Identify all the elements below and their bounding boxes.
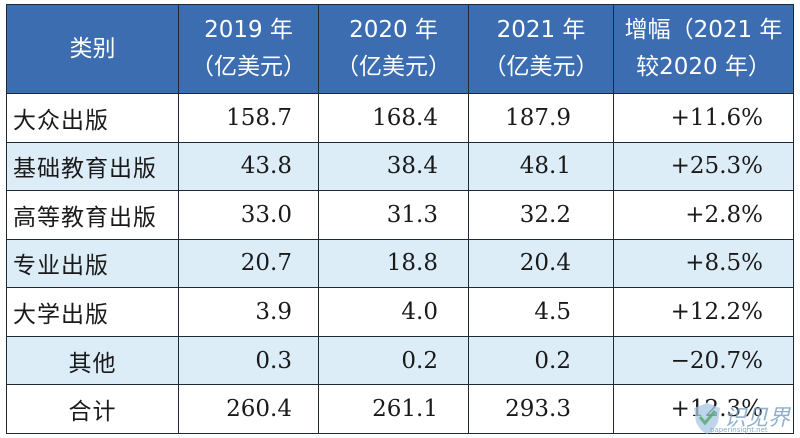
header-2021: 2021 年 （亿美元）: [468, 4, 614, 94]
category-cell: 专业出版: [6, 238, 179, 289]
table-row-total: 合计 260.4 261.1 293.3 +12.3%: [6, 384, 794, 434]
header-2019: 2019 年 （亿美元）: [178, 4, 319, 94]
table-row: 专业出版 20.7 18.8 20.4 +8.5%: [6, 238, 794, 289]
value-2020-cell: 261.1: [318, 384, 469, 434]
header-category: 类别: [6, 4, 179, 94]
header-row: 类别 2019 年 （亿美元） 2020 年 （亿美元） 2021 年 （亿美元…: [6, 4, 794, 94]
growth-cell: +25.3%: [613, 141, 794, 192]
table-row: 大学出版 3.9 4.0 4.5 +12.2%: [6, 287, 794, 337]
table-row: 其他 0.3 0.2 0.2 −20.7%: [6, 335, 794, 386]
watermark-text: 识见界: [724, 406, 791, 431]
category-cell: 其他: [6, 335, 179, 386]
value-2019-cell: 0.3: [178, 335, 319, 386]
value-2021-cell: 293.3: [468, 384, 614, 434]
value-2020-cell: 31.3: [318, 190, 469, 240]
category-cell: 高等教育出版: [6, 190, 179, 240]
watermark-url: paperinsight.net: [710, 426, 768, 434]
category-cell: 大众出版: [6, 93, 179, 143]
value-2019-cell: 20.7: [178, 238, 319, 289]
value-2019-cell: 43.8: [178, 141, 319, 192]
shield-logo-icon: [694, 403, 720, 434]
growth-cell: −20.7%: [613, 335, 794, 386]
value-2021-cell: 0.2: [468, 335, 614, 386]
table-row: 大众出版 158.7 168.4 187.9 +11.6%: [6, 93, 794, 143]
value-2019-cell: 33.0: [178, 190, 319, 240]
publishing-revenue-table: 类别 2019 年 （亿美元） 2020 年 （亿美元） 2021 年 （亿美元…: [6, 4, 794, 434]
value-2020-cell: 18.8: [318, 238, 469, 289]
growth-cell: +2.8%: [613, 190, 794, 240]
value-2021-cell: 4.5: [468, 287, 614, 337]
value-2021-cell: 187.9: [468, 93, 614, 143]
value-2020-cell: 38.4: [318, 141, 469, 192]
value-2021-cell: 32.2: [468, 190, 614, 240]
value-2019-cell: 3.9: [178, 287, 319, 337]
table-row: 高等教育出版 33.0 31.3 32.2 +2.8%: [6, 190, 794, 240]
value-2020-cell: 168.4: [318, 93, 469, 143]
category-cell: 基础教育出版: [6, 141, 179, 192]
table-row: 基础教育出版 43.8 38.4 48.1 +25.3%: [6, 141, 794, 192]
growth-cell: +11.6%: [613, 93, 794, 143]
value-2021-cell: 48.1: [468, 141, 614, 192]
growth-cell: +12.2%: [613, 287, 794, 337]
header-2020: 2020 年 （亿美元）: [318, 4, 469, 94]
value-2019-cell: 260.4: [178, 384, 319, 434]
category-cell: 大学出版: [6, 287, 179, 337]
value-2019-cell: 158.7: [178, 93, 319, 143]
site-watermark: 识见界 paperinsight.net: [690, 400, 790, 436]
category-cell: 合计: [6, 384, 179, 434]
value-2021-cell: 20.4: [468, 238, 614, 289]
growth-cell: +8.5%: [613, 238, 794, 289]
value-2020-cell: 0.2: [318, 335, 469, 386]
value-2020-cell: 4.0: [318, 287, 469, 337]
header-growth: 增幅（2021 年 较2020 年）: [613, 4, 794, 94]
